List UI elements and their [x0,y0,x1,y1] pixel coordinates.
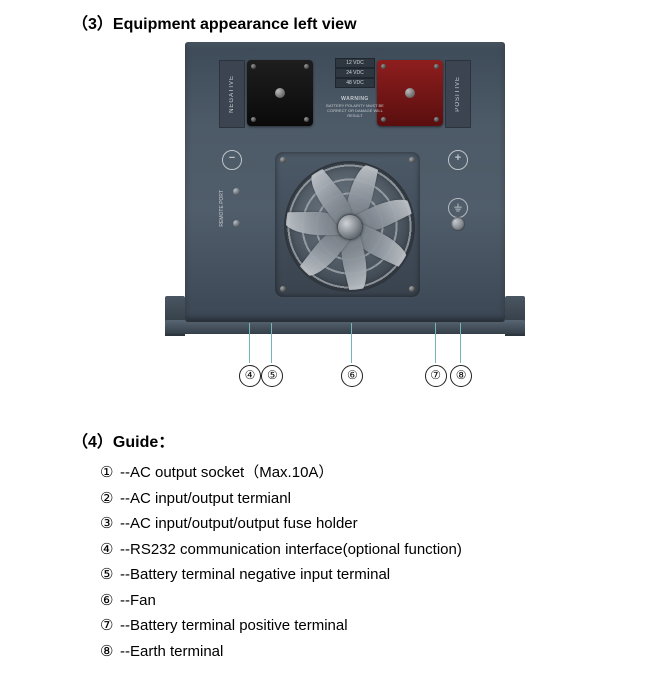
negative-terminal-stud [275,88,285,98]
screw-hole [251,64,256,69]
voltage-option: 48 VDC [335,78,375,88]
fan-frame [275,152,420,297]
guide-item: ③--AC input/output/output fuse holder [100,511,661,537]
guide-item-text: --AC input/output termianl [120,490,291,507]
screw-hole [280,157,286,163]
guide-item-mark: ④ [100,537,120,563]
warning-text: BATTERY POLARITY MUST BE CORRECT OR DAMA… [322,103,388,119]
earth-terminal-stud [451,217,465,231]
screw-hole [280,286,286,292]
callout-number: ⑥ [341,365,363,387]
section-3-heading: （3）Equipment appearance left view [72,10,661,34]
device: NEGATIVE POSITIVE [185,42,505,342]
earth-symbol-icon [448,198,468,218]
guide-item: ④--RS232 communication interface(optiona… [100,537,661,563]
voltage-option: 24 VDC [335,68,375,78]
guide-item-text: --Battery terminal negative input termin… [120,566,390,583]
rs232-port [233,188,240,195]
guide-item: ⑤--Battery terminal negative input termi… [100,562,661,588]
rs232-port [233,220,240,227]
guide-list: ①--AC output socket（Max.10A）②--AC input/… [100,460,661,664]
page: （3）Equipment appearance left view NEGATI… [0,0,661,684]
positive-terminal-stud [405,88,415,98]
guide-item: ②--AC input/output termianl [100,486,661,512]
guide-item-text: --Earth terminal [120,643,223,660]
negative-terminal-block [247,60,313,126]
remote-port-strip: REMOTE PORT [219,160,249,270]
positive-label: POSITIVE [455,76,461,112]
mount-base-bar [165,320,525,334]
voltage-option: 12 VDC [335,58,375,68]
voltage-option-panel: 12 VDC 24 VDC 48 VDC [335,58,375,88]
guide-item-mark: ⑤ [100,562,120,588]
screw-hole [304,64,309,69]
callout-number: ⑦ [425,365,447,387]
guide-item-mark: ⑥ [100,588,120,614]
screw-hole [304,117,309,122]
fan [284,161,415,292]
device-figure: NEGATIVE POSITIVE [155,38,555,398]
side-strip-negative: NEGATIVE [219,60,245,128]
screw-hole [409,286,415,292]
guide-item-text: --Battery terminal positive terminal [120,617,348,634]
screw-hole [381,64,386,69]
guide-item-mark: ⑧ [100,639,120,665]
guide-item-text: --AC output socket（Max.10A） [120,464,333,481]
guide-item: ⑥--Fan [100,588,661,614]
guide-item-mark: ⑦ [100,613,120,639]
guide-item-text: --RS232 communication interface(optional… [120,541,462,558]
side-strip-positive: POSITIVE [445,60,471,128]
chassis: NEGATIVE POSITIVE [185,42,505,322]
screw-hole [434,64,439,69]
guide-item-mark: ② [100,486,120,512]
plus-symbol-icon: + [448,150,468,170]
screw-hole [251,117,256,122]
fan-hub [338,215,362,239]
screw-hole [434,117,439,122]
screw-hole [409,157,415,163]
callout-number: ⑧ [450,365,472,387]
guide-item: ⑧--Earth terminal [100,639,661,665]
guide-item: ⑦--Battery terminal positive terminal [100,613,661,639]
callout-number: ④ [239,365,261,387]
guide-item-text: --Fan [120,592,156,609]
guide-item-mark: ③ [100,511,120,537]
remote-port-label: REMOTE PORT [219,190,225,227]
guide-item: ①--AC output socket（Max.10A） [100,460,661,486]
section-4-heading: （4）Guide： [72,428,661,452]
warning-panel: WARNING BATTERY POLARITY MUST BE CORRECT… [322,96,388,118]
negative-label: NEGATIVE [229,75,235,113]
guide-item-text: --AC input/output/output fuse holder [120,515,358,532]
guide-item-mark: ① [100,460,120,486]
callout-number: ⑤ [261,365,283,387]
